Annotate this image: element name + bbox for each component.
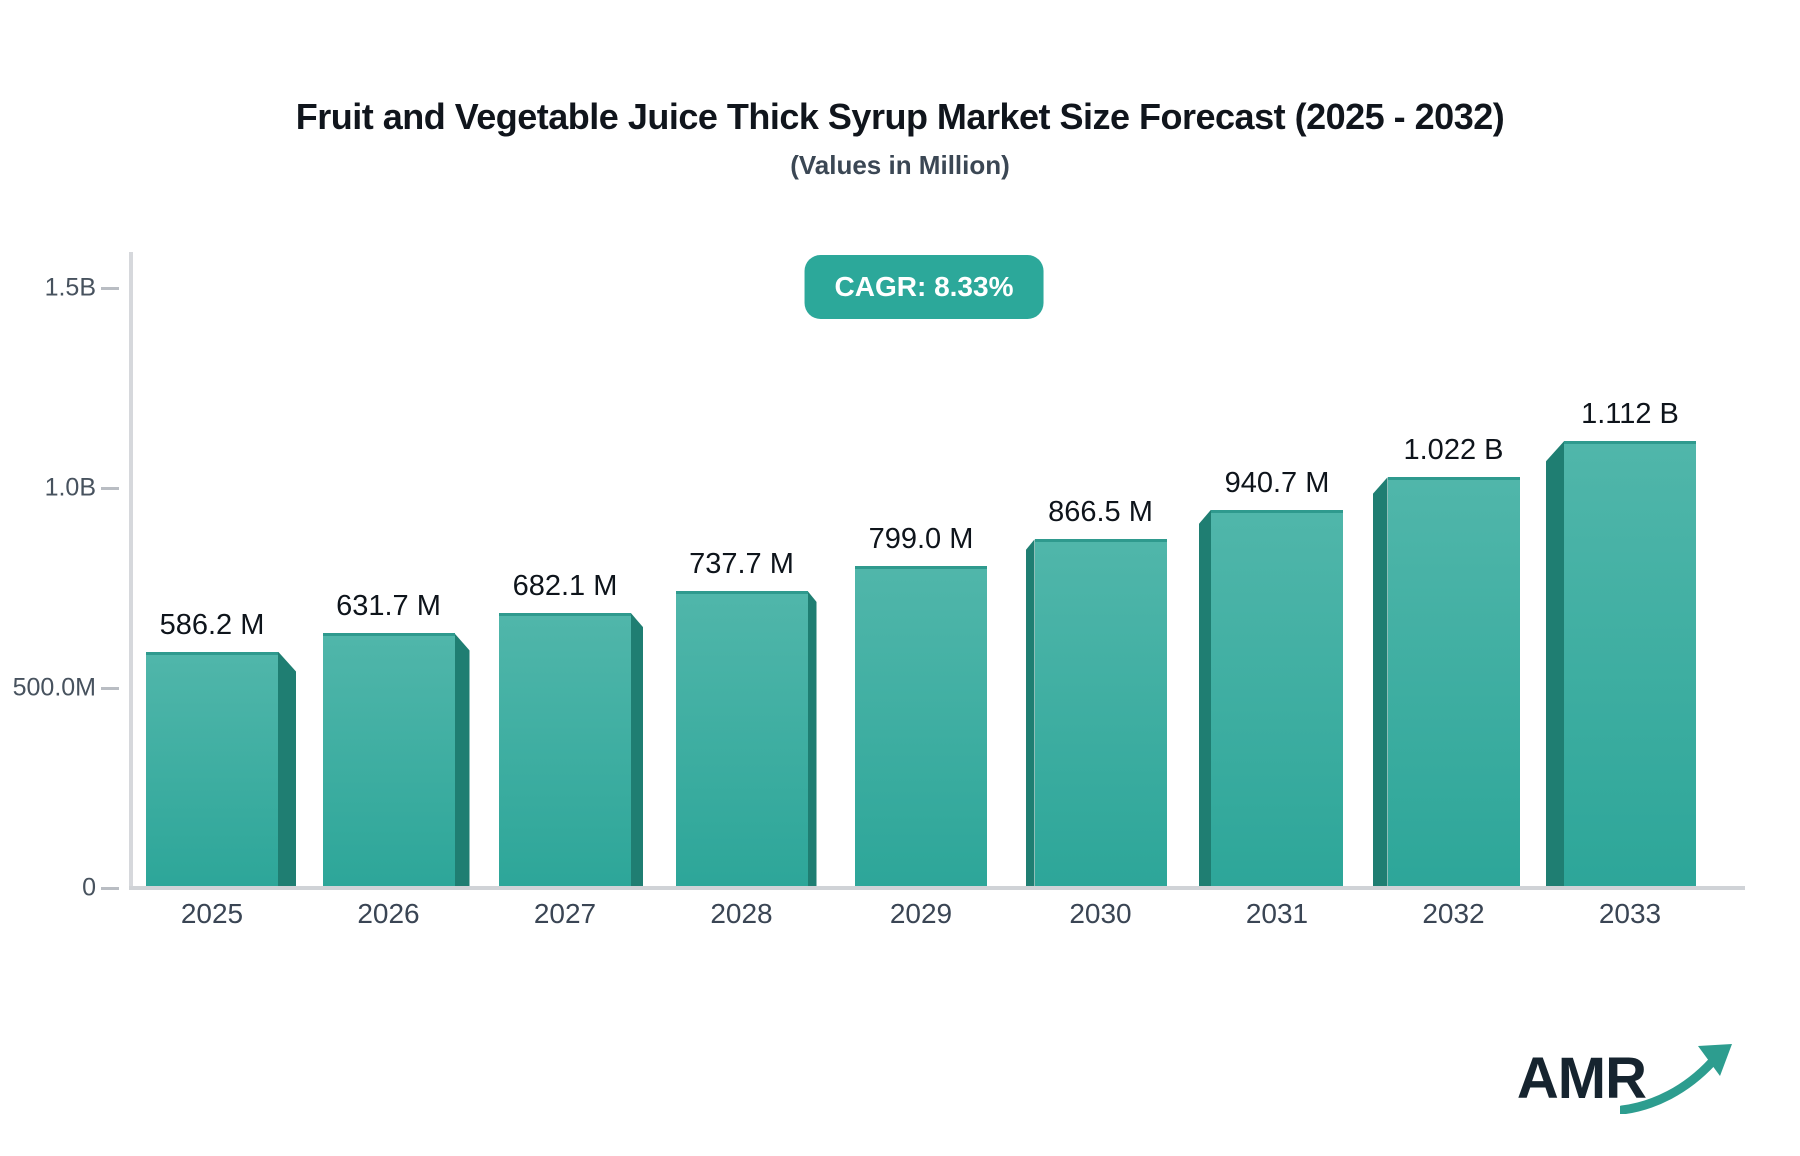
bar-2032-side-shadow xyxy=(1372,477,1388,886)
x-axis-baseline xyxy=(129,886,1745,890)
bar-2026 xyxy=(322,633,455,886)
bar-2027-side-shadow xyxy=(631,613,643,886)
chart-title: Fruit and Vegetable Juice Thick Syrup Ma… xyxy=(295,96,1505,137)
bar-2025 xyxy=(146,651,278,886)
bar-2031-side-shadow xyxy=(1199,509,1211,886)
value-label-2033: 1.112 B xyxy=(1581,398,1679,431)
category-label-2031: 2031 xyxy=(1245,898,1309,929)
category-label-2030: 2030 xyxy=(1069,898,1132,929)
y-tick-label: 1.5B xyxy=(44,273,96,302)
category-label-2033: 2033 xyxy=(1598,898,1662,929)
bar-2033 xyxy=(1564,441,1696,886)
category-label-2029: 2029 xyxy=(889,898,953,929)
bar-2028-side-shadow xyxy=(807,590,817,886)
bar-2033-side-shadow xyxy=(1546,441,1564,886)
value-label-2025: 586.2 M xyxy=(159,608,265,641)
y-tick-label: 0 xyxy=(82,873,96,902)
value-label-2027: 682.1 M xyxy=(512,570,618,603)
y-tick-dash xyxy=(101,686,119,690)
value-label-2029: 799.0 M xyxy=(868,523,974,556)
value-label-2032: 1.022 B xyxy=(1403,434,1504,467)
y-axis-line xyxy=(129,252,133,890)
y-tick-label: 1.0B xyxy=(44,473,96,502)
value-label-2028: 737.7 M xyxy=(689,547,794,580)
bar-2026-side-shadow xyxy=(454,633,470,886)
y-tick-dash xyxy=(101,286,119,290)
value-label-2031: 940.7 M xyxy=(1224,466,1330,499)
cagr-badge: CAGR: 8.33% xyxy=(804,255,1044,319)
amr-logo-text: AMR xyxy=(1516,1046,1647,1111)
value-label-2030: 866.5 M xyxy=(1048,496,1153,529)
chart-subtitle: (Values in Million) xyxy=(790,150,1010,180)
category-label-2027: 2027 xyxy=(533,898,597,929)
bar-2031 xyxy=(1211,509,1343,886)
category-label-2032: 2032 xyxy=(1422,898,1485,929)
amr-logo: AMR xyxy=(1516,1042,1738,1114)
value-label-2026: 631.7 M xyxy=(336,590,441,623)
y-tick-dash xyxy=(101,486,119,490)
category-label-2028: 2028 xyxy=(710,898,773,929)
bar-2032 xyxy=(1387,477,1520,886)
growth-arrow-icon xyxy=(1620,1044,1732,1114)
bar-2025-side-shadow xyxy=(278,651,296,886)
y-tick-label: 500.0M xyxy=(12,673,96,702)
category-label-2026: 2026 xyxy=(357,898,420,929)
y-tick-dash xyxy=(101,886,119,890)
category-label-2025: 2025 xyxy=(180,898,244,929)
bar-2028 xyxy=(675,590,808,886)
bar-2030 xyxy=(1034,539,1167,886)
bar-2030-side-shadow xyxy=(1025,539,1035,886)
bar-2029 xyxy=(855,566,987,886)
bar-2027 xyxy=(499,613,631,886)
